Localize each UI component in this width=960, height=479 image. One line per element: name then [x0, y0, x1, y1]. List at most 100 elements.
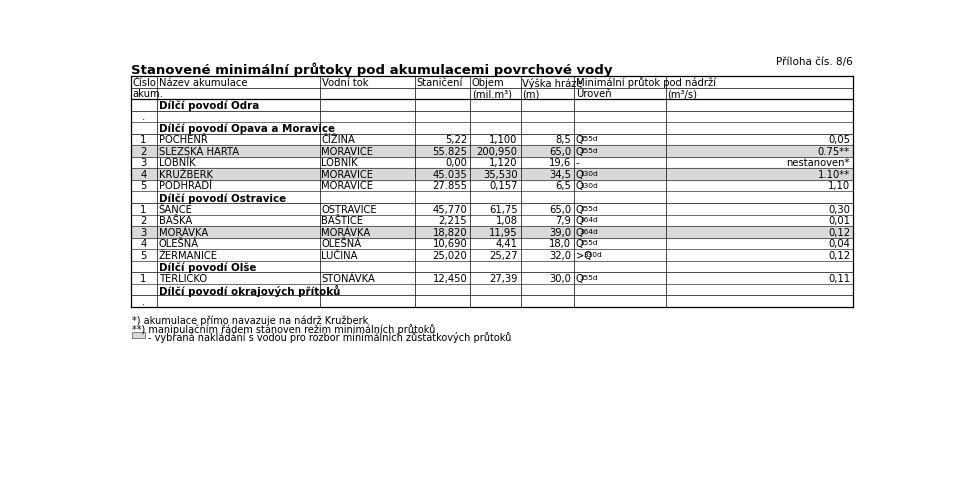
Text: 2: 2	[140, 216, 147, 226]
Text: TĔRLICKO: TĔRLICKO	[158, 274, 206, 284]
Text: PODHRADÍ: PODHRADÍ	[158, 182, 212, 192]
Text: Q: Q	[576, 135, 584, 145]
Text: 65,0: 65,0	[549, 205, 571, 215]
Text: Q: Q	[576, 170, 584, 180]
Text: ŠANCE: ŠANCE	[158, 205, 193, 215]
Text: Příloha čís. 8/6: Příloha čís. 8/6	[777, 57, 853, 68]
Text: (mil.m³): (mil.m³)	[472, 89, 512, 99]
Bar	[132, 331, 145, 338]
Text: 364d: 364d	[580, 217, 598, 223]
Text: 18,0: 18,0	[549, 239, 571, 249]
Text: 10,690: 10,690	[432, 239, 468, 249]
Text: 45.035: 45.035	[432, 170, 468, 180]
Text: 25,27: 25,27	[489, 251, 517, 261]
Text: 1: 1	[140, 135, 147, 145]
Text: 0.75**: 0.75**	[818, 147, 850, 157]
Text: STONÁVKA: STONÁVKA	[322, 274, 375, 284]
Text: 355d: 355d	[580, 275, 598, 281]
Text: OSTRAVICE: OSTRAVICE	[322, 205, 377, 215]
Text: 0,157: 0,157	[489, 182, 517, 192]
Text: 4,41: 4,41	[495, 239, 517, 249]
Text: 5: 5	[140, 251, 147, 261]
Text: *) akumulace přímo navazuje na nádrž Kružberk: *) akumulace přímo navazuje na nádrž Kru…	[132, 316, 369, 326]
Text: 61,75: 61,75	[489, 205, 517, 215]
Text: Minimální průtok pod nádrží: Minimální průtok pod nádrží	[576, 78, 716, 89]
Text: 55.825: 55.825	[432, 147, 468, 157]
Text: 2: 2	[140, 147, 147, 157]
Text: Výška hráze: Výška hráze	[522, 78, 583, 89]
Text: Úroveň: Úroveň	[576, 89, 612, 99]
Text: 364d: 364d	[580, 229, 598, 235]
Text: 12,450: 12,450	[432, 274, 468, 284]
Text: (m): (m)	[522, 89, 540, 99]
Text: .: .	[142, 297, 145, 307]
Text: akum.: akum.	[132, 89, 163, 99]
Text: - vybraná nakládání s vodou pro rozbor minimálních zůstatkových průtoků: - vybraná nakládání s vodou pro rozbor m…	[148, 332, 512, 343]
Text: 32,0: 32,0	[549, 251, 571, 261]
Text: 65,0: 65,0	[549, 147, 571, 157]
Text: BAŠKA: BAŠKA	[158, 216, 192, 226]
Text: 11,95: 11,95	[489, 228, 517, 238]
Text: Q: Q	[576, 239, 584, 249]
Text: Staničení: Staničení	[416, 78, 463, 88]
Text: 355d: 355d	[580, 240, 598, 246]
Text: 1: 1	[140, 274, 147, 284]
Text: POCHENŘ: POCHENŘ	[158, 135, 207, 145]
Text: 35,530: 35,530	[483, 170, 517, 180]
Text: nestanoven*: nestanoven*	[786, 159, 850, 168]
Text: 6,5: 6,5	[555, 182, 571, 192]
Text: Q: Q	[576, 182, 584, 192]
Text: Dílčí povodí okrajových přítoků: Dílčí povodí okrajových přítoků	[158, 285, 340, 297]
Text: **) manipulačním řádem stanoven režim minimálních průtoků: **) manipulačním řádem stanoven režim mi…	[132, 324, 436, 335]
Text: Vodní tok: Vodní tok	[322, 78, 368, 88]
Text: Dílčí povodí Odra: Dílčí povodí Odra	[158, 101, 259, 111]
Text: .: .	[142, 112, 145, 122]
Text: 355d: 355d	[580, 148, 598, 154]
Text: MORÁVKA: MORÁVKA	[322, 228, 371, 238]
Text: Dílčí povodí Olše: Dílčí povodí Olše	[158, 262, 256, 273]
Text: 7,9: 7,9	[555, 216, 571, 226]
Text: 0,11: 0,11	[828, 274, 850, 284]
Text: 27,39: 27,39	[489, 274, 517, 284]
Text: 330d: 330d	[580, 182, 598, 189]
Text: 3: 3	[140, 159, 146, 168]
Text: 19,6: 19,6	[549, 159, 571, 168]
Text: -: -	[576, 159, 579, 168]
Text: 3: 3	[140, 228, 146, 238]
Text: 1,10: 1,10	[828, 182, 850, 192]
Text: 1.10**: 1.10**	[818, 170, 850, 180]
Text: Dílčí povodí Ostravice: Dílčí povodí Ostravice	[158, 193, 286, 204]
Text: MORÁVKA: MORÁVKA	[158, 228, 208, 238]
Text: LOBNÍK: LOBNÍK	[158, 159, 196, 168]
Text: 0,00: 0,00	[445, 159, 468, 168]
Text: (m³/s): (m³/s)	[667, 89, 697, 99]
Text: 25,020: 25,020	[432, 251, 468, 261]
Text: 39,0: 39,0	[549, 228, 571, 238]
Text: 355d: 355d	[580, 205, 598, 212]
Text: BAŠTICE: BAŠTICE	[322, 216, 364, 226]
Text: ŽERMANICE: ŽERMANICE	[158, 251, 218, 261]
Text: SLEZSKÁ HARTA: SLEZSKÁ HARTA	[158, 147, 239, 157]
Text: 330d: 330d	[584, 252, 603, 258]
Text: MORAVICE: MORAVICE	[322, 147, 373, 157]
Text: 4: 4	[140, 170, 146, 180]
Text: 330d: 330d	[580, 171, 598, 177]
Text: 1,08: 1,08	[495, 216, 517, 226]
Text: 0,05: 0,05	[828, 135, 850, 145]
Text: Q: Q	[576, 205, 584, 215]
Text: KRUŽBERK: KRUŽBERK	[158, 170, 213, 180]
Text: 1,100: 1,100	[490, 135, 517, 145]
Text: 200,950: 200,950	[476, 147, 517, 157]
Text: Q: Q	[576, 228, 584, 238]
Text: >Q: >Q	[576, 251, 591, 261]
Text: MORAVICE: MORAVICE	[322, 170, 373, 180]
Text: Q: Q	[576, 147, 584, 157]
Text: 5,22: 5,22	[444, 135, 468, 145]
Text: 355d: 355d	[580, 137, 598, 142]
Text: Číslo: Číslo	[132, 78, 156, 88]
Text: LUČINA: LUČINA	[322, 251, 358, 261]
Text: Q: Q	[576, 274, 584, 284]
Text: 0,30: 0,30	[828, 205, 850, 215]
Text: Stanovené minimální průtoky pod akumulacemi povrchové vody: Stanovené minimální průtoky pod akumulac…	[131, 63, 612, 78]
Text: Dílčí povodí Opava a Moravice: Dílčí povodí Opava a Moravice	[158, 124, 335, 134]
